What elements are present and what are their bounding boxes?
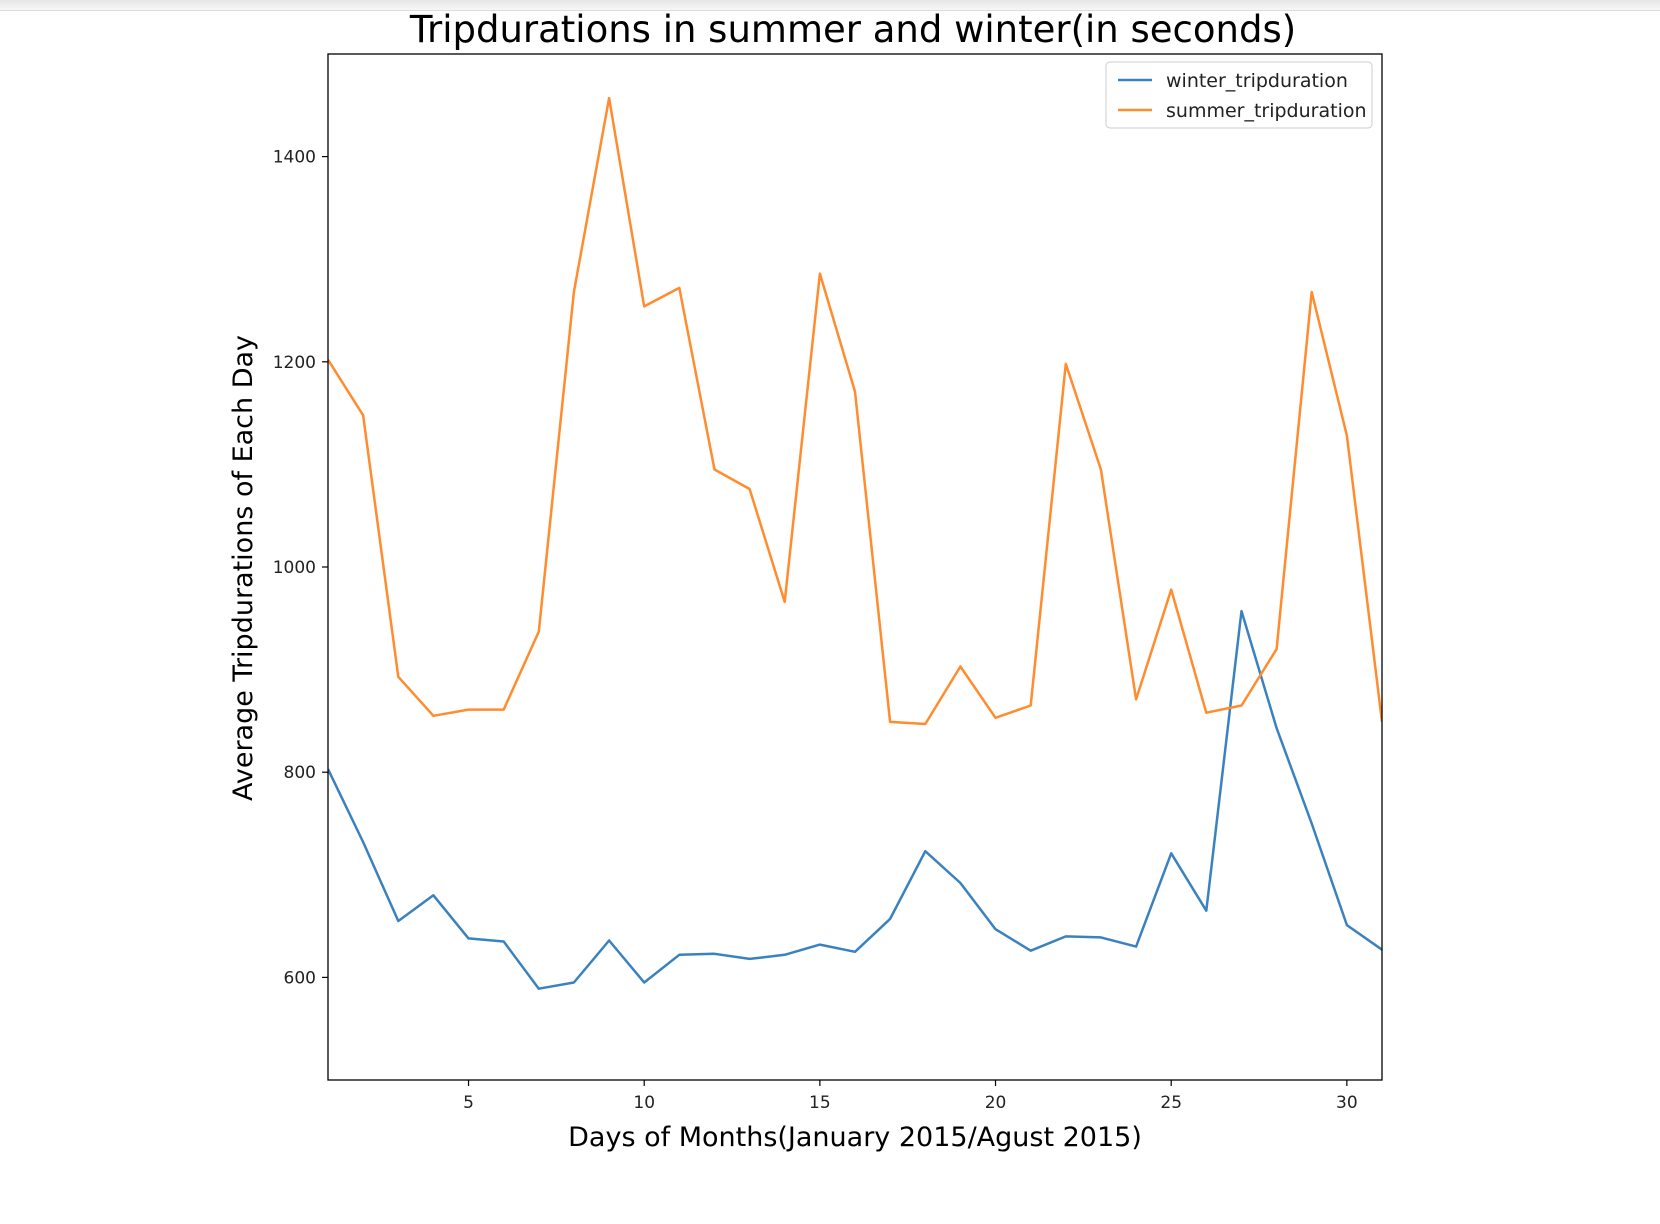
axes: 5 10 15 20 25 30 600 800 1000 1200 1400 [273, 53, 1383, 1113]
x-tick-label: 15 [809, 1093, 831, 1113]
y-tick-label: 600 [284, 968, 316, 988]
legend-label: winter_tripduration [1166, 70, 1348, 92]
y-axis-label: Average Tripdurations of Each Day [228, 335, 259, 801]
legend: winter_tripduration summer_tripduration [1105, 61, 1373, 129]
legend-box [1105, 61, 1373, 129]
axes-frame [327, 53, 1383, 1081]
x-tick-label: 5 [463, 1093, 474, 1113]
y-tick-label: 800 [284, 763, 316, 783]
plot-area [328, 96, 1382, 990]
legend-label: summer_tripduration [1166, 100, 1367, 122]
x-tick-label: 30 [1336, 1093, 1358, 1113]
x-tick-label: 25 [1160, 1093, 1182, 1113]
x-tick-label: 20 [985, 1093, 1007, 1113]
window-top-bar [0, 0, 1660, 11]
chart-title: Tripdurations in summer and winter(in se… [409, 8, 1296, 51]
x-axis-label: Days of Months(January 2015/Agust 2015) [568, 1122, 1142, 1153]
y-tick-label: 1000 [273, 558, 316, 578]
x-tick-label: 10 [633, 1093, 655, 1113]
series-line-summer_tripduration [328, 96, 1382, 726]
y-tick-label: 1400 [273, 148, 316, 168]
y-tick-label: 1200 [273, 353, 316, 373]
series-line-winter_tripduration [328, 609, 1382, 990]
